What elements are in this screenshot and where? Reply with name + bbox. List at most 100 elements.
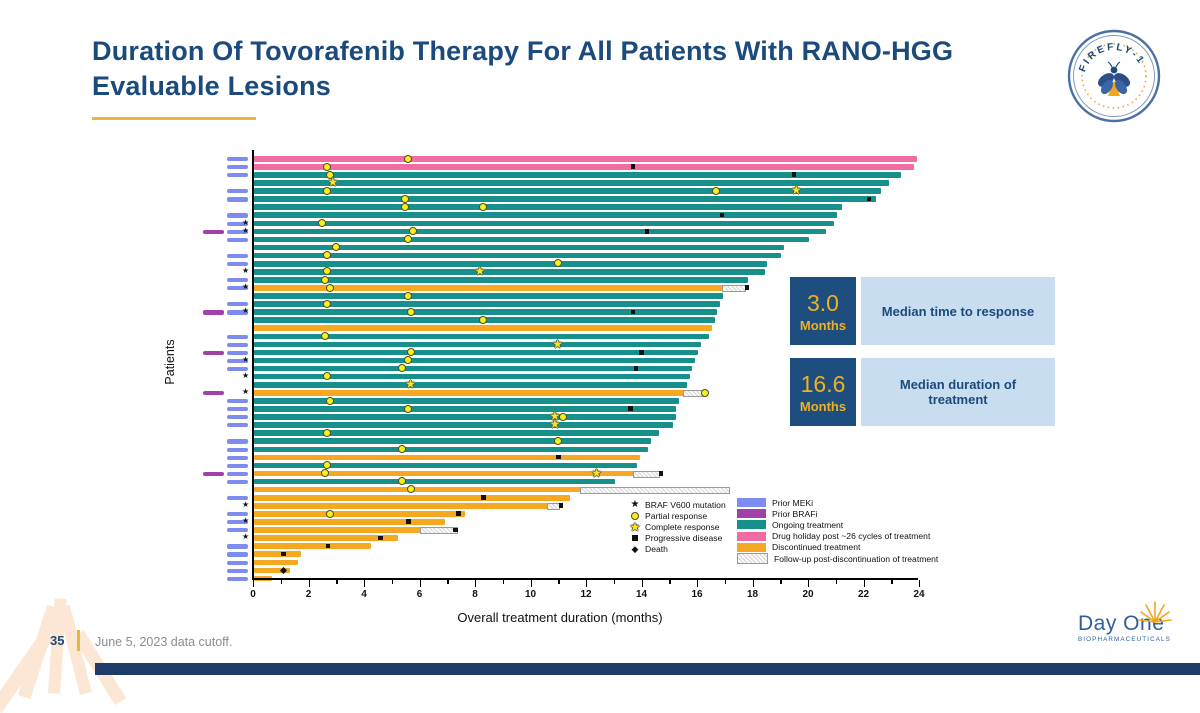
- orange-treatment-bar: [254, 511, 465, 517]
- cr-marker: ★: [327, 175, 339, 190]
- pr-marker: [406, 485, 415, 494]
- pr-marker: [403, 235, 412, 244]
- x-tick: [308, 580, 310, 587]
- teal-color-swatch: [737, 520, 766, 530]
- orange-treatment-bar: [254, 486, 582, 493]
- title-underline: [92, 117, 256, 120]
- patient-row: ★: [227, 409, 933, 423]
- patient-row: ★: [227, 355, 933, 365]
- pr-marker: [398, 477, 407, 486]
- x-tick: [475, 580, 477, 587]
- patient-row: ★: [203, 387, 933, 398]
- braf-v600-star-icon: ★: [242, 370, 250, 380]
- patient-row: [253, 324, 933, 332]
- legend-label: BRAF V600 mutation: [645, 499, 726, 510]
- pr-marker: [326, 170, 335, 179]
- patient-row: [227, 259, 933, 268]
- patient-row: [253, 485, 933, 495]
- patient-row: [227, 332, 933, 341]
- prior-meki-indicator: [227, 189, 248, 194]
- prior-meki-indicator: [227, 213, 248, 218]
- pr-marker: [320, 332, 329, 341]
- legend-label: Drug holiday post ~26 cycles of treatmen…: [772, 531, 931, 542]
- patient-row: ★: [203, 466, 933, 480]
- x-tick: [835, 580, 838, 584]
- pink-color-swatch: [737, 531, 766, 541]
- teal-treatment-bar: [254, 220, 834, 227]
- firefly-1-logo: FIREFLY-1: [1066, 28, 1162, 129]
- page-number: 35: [50, 633, 65, 648]
- x-tick-label: 16: [691, 589, 703, 600]
- x-tick-label: 4: [361, 589, 367, 600]
- legend-item-orange: Discontinued treatment: [737, 542, 938, 553]
- legend-label: Complete response: [645, 521, 720, 532]
- orange-treatment-bar: [254, 494, 571, 501]
- patient-row: [227, 461, 933, 470]
- patient-row: ★: [203, 306, 933, 316]
- pr-marker: [320, 275, 329, 284]
- stat-value: 3.0: [807, 289, 839, 316]
- pr-marker: [323, 372, 332, 381]
- prior-meki-indicator: [227, 342, 248, 347]
- stat-median-time-to-response: 3.0 Months Median time to response: [790, 277, 1055, 345]
- patient-row: ★: [227, 183, 933, 197]
- pr-marker: [326, 396, 335, 405]
- x-tick: [530, 580, 532, 587]
- prior-meki-indicator: [227, 423, 248, 428]
- day-one-logo: Day One BIOPHARMACEUTICALS: [1078, 601, 1188, 643]
- teal-treatment-bar: [254, 349, 698, 356]
- legend-colors: Prior MEKi Prior BRAFi Ongoing treatment Dr…: [737, 497, 939, 565]
- pr-marker: [323, 428, 332, 437]
- bottom-accent-bar: [95, 663, 1200, 675]
- teal-treatment-bar: [254, 430, 660, 436]
- firefly-badge-icon: FIREFLY-1: [1067, 29, 1161, 123]
- pr-marker: [553, 436, 562, 445]
- patient-row: [227, 566, 933, 575]
- patient-row: ★: [253, 175, 933, 189]
- stat-label: Median time to response: [861, 277, 1055, 345]
- patient-row: [227, 559, 933, 567]
- pd-marker: [639, 349, 644, 355]
- pd-marker: [630, 164, 636, 169]
- teal-treatment-bar: [254, 446, 649, 453]
- teal-treatment-bar: [254, 180, 890, 186]
- patient-row: [227, 299, 933, 308]
- pd-legend-icon: [628, 535, 642, 542]
- teal-treatment-bar: [254, 381, 687, 388]
- x-tick: [697, 580, 699, 587]
- patient-row: ★: [227, 218, 933, 228]
- pr-marker: [323, 299, 332, 308]
- teal-treatment-bar: [254, 252, 782, 259]
- patient-row: [253, 202, 933, 211]
- pr-marker: [559, 412, 568, 421]
- braf-v600-star-icon: ★: [242, 306, 250, 316]
- x-tick: [641, 580, 643, 587]
- teal-treatment-bar: [254, 260, 768, 267]
- prior-meki-indicator: [227, 350, 248, 355]
- legend-label: Follow-up post-discontinuation of treatm…: [774, 553, 939, 564]
- x-tick: [863, 580, 865, 587]
- pd-marker: [456, 511, 461, 516]
- patient-row: [227, 526, 933, 535]
- pd-marker: [633, 366, 639, 371]
- patient-row: [227, 162, 933, 171]
- x-tick-label: 12: [580, 589, 592, 600]
- patient-row: ★ ★: [242, 264, 933, 278]
- prior-meki-indicator: [227, 221, 248, 226]
- legend-label: Discontinued treatment: [772, 542, 861, 553]
- patient-row: [227, 454, 933, 462]
- patient-row: [227, 509, 933, 518]
- prior-brafi-indicator: [203, 229, 224, 234]
- pr-marker: [323, 267, 332, 276]
- teal-treatment-bar: [254, 212, 837, 219]
- pr-marker: [323, 251, 332, 260]
- patient-row: [227, 170, 933, 179]
- patient-row: [227, 364, 933, 373]
- meki-color-swatch: [737, 498, 766, 508]
- patient-row: [227, 275, 933, 284]
- pd-marker: [481, 495, 486, 500]
- orange-treatment-bar: [254, 551, 302, 558]
- legend-label: Progressive disease: [645, 533, 723, 544]
- x-tick: [808, 580, 810, 587]
- patient-row: [253, 428, 933, 437]
